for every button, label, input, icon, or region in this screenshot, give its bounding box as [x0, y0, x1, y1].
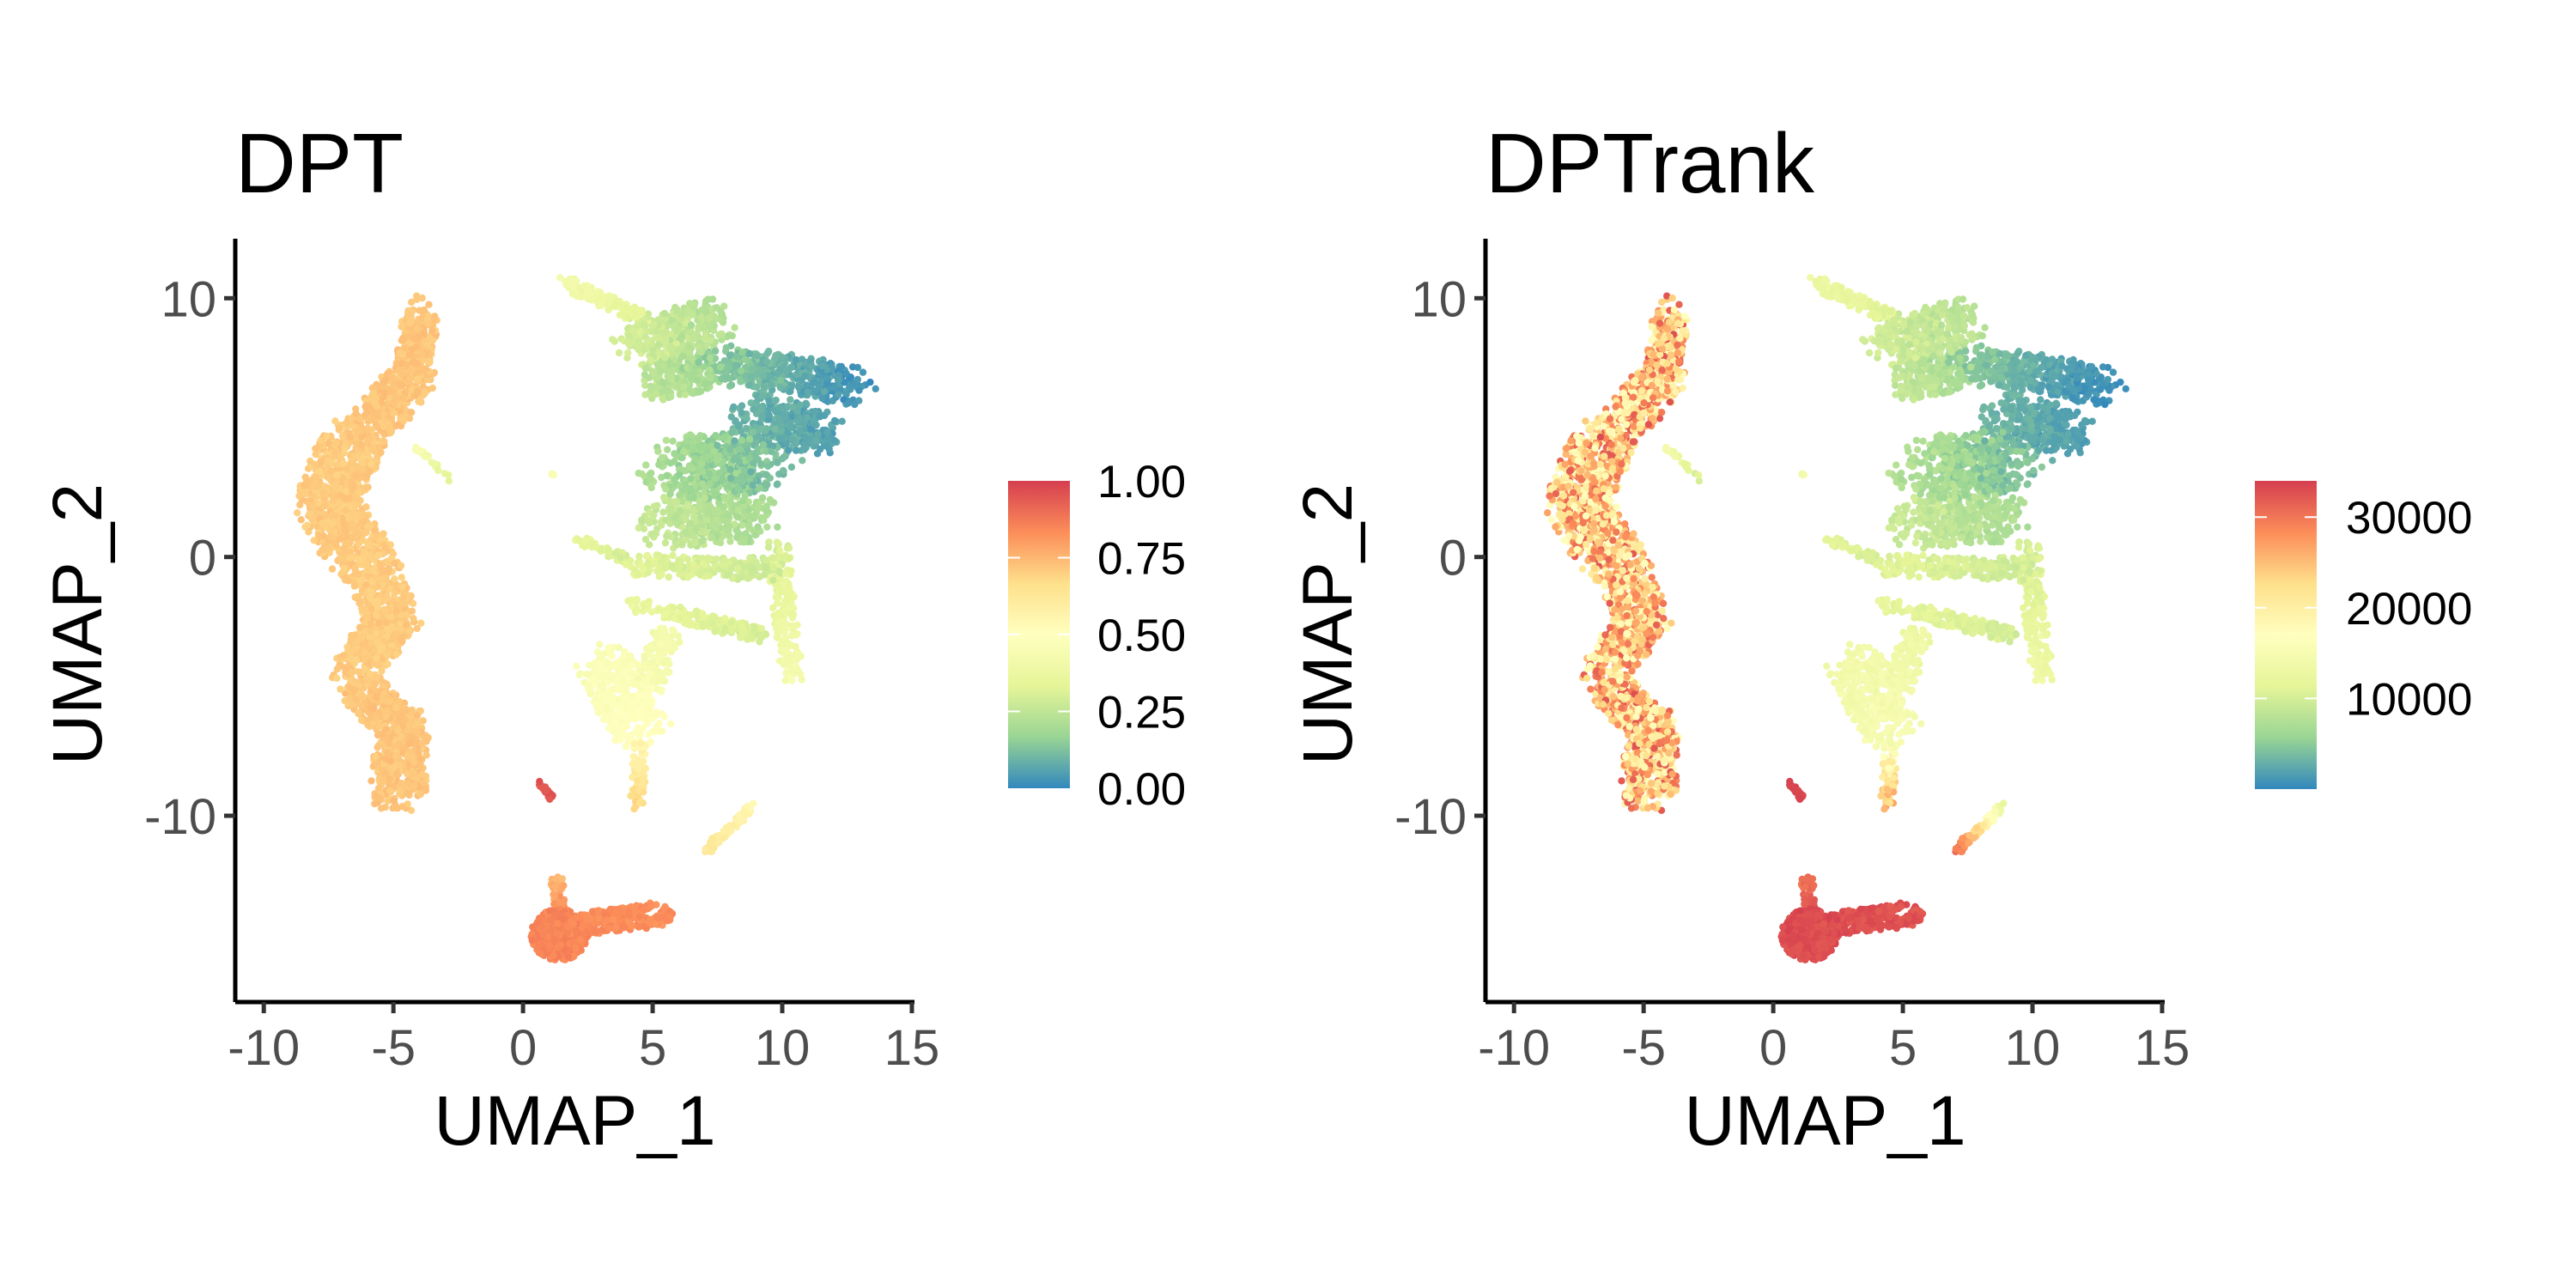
cell-point [763, 349, 771, 357]
cell-point [662, 436, 671, 444]
cell-point [340, 547, 348, 556]
cell-point [646, 670, 654, 677]
cell-point [775, 540, 783, 548]
cell-point [294, 509, 301, 517]
cell-point [355, 709, 362, 718]
cell-point [576, 670, 585, 677]
cell-point [661, 539, 670, 547]
cell-point [408, 409, 416, 416]
cell-point [362, 562, 370, 570]
cell-point [633, 660, 641, 668]
panel-dpt: DPT-10 -5 0 5 10 15100-10UMAP_1UMAP_21.000.75… [39, 116, 1186, 1160]
cell-point [629, 752, 637, 761]
cell-point [425, 301, 433, 308]
cell-point [727, 381, 736, 389]
cell-point [405, 415, 414, 422]
cell-point [422, 751, 430, 759]
cell-point [611, 737, 619, 744]
cell-point [408, 298, 416, 307]
cell-point [620, 731, 628, 738]
cell-point [787, 396, 794, 404]
cell-point [630, 805, 638, 813]
cell-point [793, 654, 800, 662]
cell-point [643, 327, 651, 336]
cell-point [635, 524, 642, 532]
cell-point [787, 463, 796, 471]
cell-point [798, 355, 806, 363]
cell-point [738, 402, 746, 410]
cell-point [663, 532, 671, 540]
cell-point [855, 386, 863, 394]
cell-point [750, 511, 759, 519]
cell-point [838, 417, 846, 425]
cell-point [357, 716, 366, 724]
cell-point [713, 555, 720, 563]
cell-point [769, 554, 777, 562]
cell-point [665, 573, 672, 581]
cell-point [760, 516, 768, 524]
cell-point [681, 391, 690, 398]
scatter-points [294, 274, 879, 964]
cell-point [763, 523, 771, 531]
cell-point [350, 582, 359, 590]
cell-point [410, 782, 418, 790]
cell-point [762, 471, 770, 478]
cell-point [659, 727, 666, 735]
cell-point [872, 385, 879, 392]
cell-point [731, 324, 738, 331]
cell-point [391, 575, 398, 583]
cell-point [640, 525, 648, 532]
cell-point [609, 686, 617, 694]
cell-point [698, 537, 707, 544]
cell-point [594, 907, 603, 914]
cell-point [371, 752, 380, 761]
cell-point [799, 457, 806, 465]
cell-point [609, 336, 617, 343]
cell-point [758, 494, 767, 501]
plot-title: DPT [235, 116, 404, 210]
cell-point [645, 541, 653, 549]
cell-point [757, 460, 765, 468]
cell-point [359, 693, 368, 701]
cell-point [647, 738, 654, 746]
cell-point [718, 311, 726, 319]
cell-point [362, 503, 370, 511]
cell-point [650, 502, 658, 510]
cell-point [660, 713, 668, 720]
cell-point [769, 499, 778, 507]
cell-point [667, 720, 675, 728]
cell-point [781, 677, 789, 684]
cell-point [680, 447, 688, 456]
cell-point [404, 779, 412, 787]
cell-point [328, 565, 337, 573]
cell-point [624, 349, 632, 357]
cell-point [726, 538, 734, 545]
cell-point [596, 641, 604, 648]
cell-point [764, 462, 772, 471]
cell-point [686, 300, 694, 307]
cell-point [434, 466, 442, 474]
cell-point [712, 432, 720, 440]
cell-point [676, 638, 683, 647]
cell-point [368, 777, 375, 785]
cell-point [775, 547, 784, 555]
cell-point [573, 662, 580, 670]
cell-point [669, 437, 677, 445]
cell-point [726, 499, 735, 507]
cell-point [431, 313, 439, 320]
cell-point [663, 668, 671, 676]
cell-point [742, 424, 750, 433]
cell-point [697, 313, 705, 322]
cell-point [844, 399, 852, 407]
